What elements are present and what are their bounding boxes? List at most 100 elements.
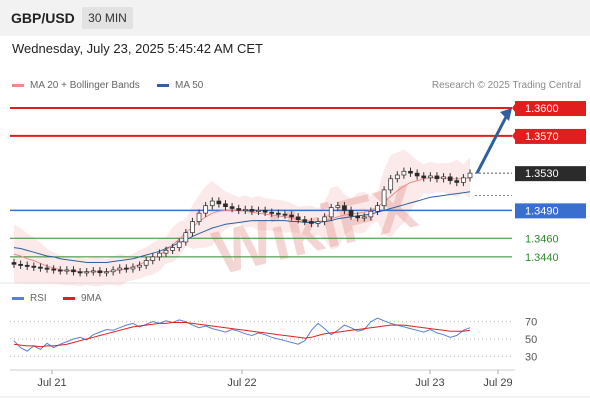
candle [84, 268, 90, 277]
candle [97, 267, 103, 277]
candle-up [461, 177, 466, 183]
legend-ma50-swatch [157, 83, 169, 87]
candle-up [176, 241, 182, 248]
level-label-1.3490: 1.3490 [525, 205, 559, 217]
top-bar: GBP/USD 30 MIN [0, 0, 590, 36]
level-label-1.3600: 1.3600 [525, 103, 559, 115]
candle [104, 268, 109, 277]
legend-ma9: 9MA [63, 293, 102, 304]
candle [223, 200, 228, 211]
candle [302, 215, 308, 226]
candle-down [302, 219, 308, 222]
candle-down [24, 264, 30, 267]
symbol-label: GBP/USD [11, 10, 75, 26]
candle [256, 206, 261, 216]
candle [394, 171, 400, 183]
candle [242, 205, 248, 215]
candle [408, 167, 413, 177]
candle-down [342, 205, 347, 211]
level-label-1.3460: 1.3460 [525, 233, 559, 245]
candle [150, 253, 156, 265]
candle-down [216, 200, 222, 205]
x-tick-label: Jul 21 [37, 377, 66, 389]
candle-up [381, 189, 387, 207]
candle-up [256, 210, 261, 212]
candle [467, 169, 473, 182]
candle [421, 172, 427, 182]
candle-down [269, 211, 275, 214]
legend-ma50-label: MA 50 [175, 80, 204, 91]
candle-down [447, 176, 453, 181]
candle [348, 206, 354, 220]
candle [229, 202, 235, 213]
candle [163, 246, 169, 257]
candle-up [361, 216, 367, 219]
candle [31, 262, 37, 271]
candle-down [414, 172, 420, 177]
candle [236, 204, 242, 215]
timestamp: Wednesday, July 23, 2025 5:45:42 AM CET [12, 41, 263, 56]
candle-up [130, 266, 136, 270]
candle [342, 201, 347, 215]
candle [461, 174, 466, 187]
candle [64, 266, 70, 275]
candle-down [295, 216, 301, 221]
candle-down [44, 267, 50, 270]
candle [24, 261, 30, 270]
candle-down [97, 270, 103, 274]
candle-up [143, 260, 149, 266]
candle-down [282, 213, 288, 216]
candle [441, 173, 446, 183]
candle [447, 173, 453, 185]
rsi-level-label-70: 70 [525, 317, 537, 329]
candle [44, 264, 50, 273]
candle [183, 228, 189, 246]
candle-up [427, 175, 433, 179]
candle [454, 176, 460, 187]
candle [335, 201, 341, 212]
candle-up [110, 269, 116, 273]
candle [130, 263, 136, 273]
candle-up [196, 212, 202, 222]
timeframe-button[interactable]: 30 MIN [82, 7, 133, 29]
bollinger-band [14, 149, 470, 287]
candle-up [368, 210, 374, 218]
candle [18, 260, 23, 269]
candle-up [315, 221, 321, 224]
candle-up [467, 172, 473, 179]
candle [361, 213, 367, 222]
candle [11, 258, 17, 269]
candle-down [71, 269, 76, 273]
candle [216, 197, 222, 208]
candle-down [262, 210, 268, 213]
candle [137, 261, 142, 271]
candle-down [434, 175, 440, 180]
level-tag-1.3570 [515, 128, 586, 144]
candle [77, 268, 83, 277]
candle-up [90, 270, 96, 273]
candle [190, 217, 195, 237]
candle [143, 256, 149, 269]
x-tick-label: Jul 29 [483, 377, 512, 389]
candle [90, 267, 96, 276]
candle-up [328, 207, 334, 218]
candle [315, 217, 321, 228]
legend-rsi-swatch [12, 296, 24, 300]
level-tag-notch-1.3570 [512, 131, 515, 140]
candle [117, 264, 123, 274]
candle [328, 203, 334, 221]
candle-up [117, 267, 123, 271]
candle [381, 186, 387, 210]
legend-rsi-label: RSI [30, 293, 47, 304]
ma50-line [13, 191, 471, 263]
candle-up [150, 256, 156, 261]
candle [375, 201, 380, 216]
candle-up [203, 205, 209, 214]
legend-ma20-label: MA 20 + Bollinger Bands [30, 80, 140, 91]
candle [282, 210, 288, 219]
candle [434, 172, 440, 183]
candle-up [401, 170, 407, 176]
candle-down [348, 210, 354, 217]
forecast-arrow-shaft [475, 114, 509, 174]
